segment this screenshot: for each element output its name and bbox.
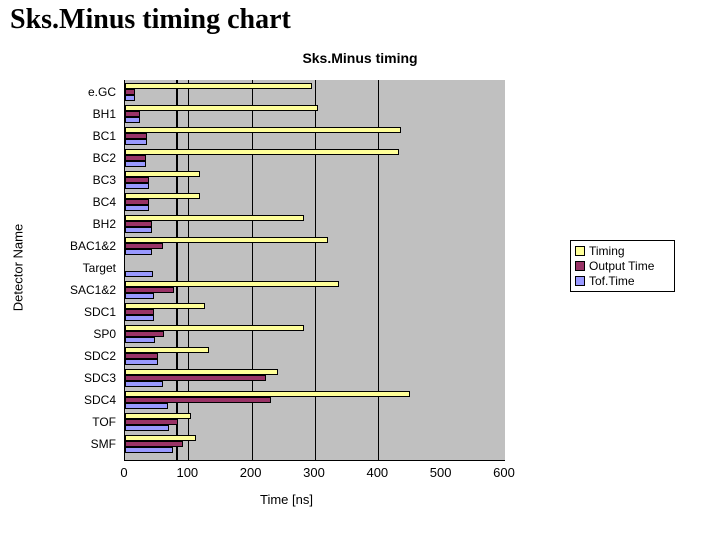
legend-label: Output Time <box>589 259 654 273</box>
x-axis-label: Time [ns] <box>260 492 313 507</box>
bar-tof <box>125 117 140 123</box>
legend-label: Tof.Time <box>589 274 635 288</box>
category-label: SDC1 <box>0 305 116 319</box>
gridline <box>252 80 253 460</box>
gridline <box>188 80 189 460</box>
category-label: SP0 <box>0 327 116 341</box>
bar-timing <box>125 127 401 133</box>
bar-tof <box>125 381 163 387</box>
category-label: BC1 <box>0 129 116 143</box>
legend-swatch <box>575 246 585 256</box>
legend-swatch <box>575 261 585 271</box>
legend-item: Output Time <box>575 259 670 273</box>
bar-tof <box>125 183 149 189</box>
bar-tof <box>125 271 153 277</box>
chart-legend: TimingOutput TimeTof.Time <box>570 240 675 292</box>
legend-item: Timing <box>575 244 670 258</box>
legend-swatch <box>575 276 585 286</box>
category-label: SDC2 <box>0 349 116 363</box>
category-label: e.GC <box>0 85 116 99</box>
bar-tof <box>125 337 155 343</box>
category-label: BH1 <box>0 107 116 121</box>
bar-tof <box>125 425 169 431</box>
reference-line <box>176 80 178 460</box>
bar-tof <box>125 227 152 233</box>
bar-timing <box>125 149 399 155</box>
gridline <box>378 80 379 460</box>
bar-timing <box>125 83 312 89</box>
x-tick-label: 400 <box>366 465 388 480</box>
x-tick-label: 200 <box>240 465 262 480</box>
legend-label: Timing <box>589 244 625 258</box>
category-label: BC3 <box>0 173 116 187</box>
category-label: BAC1&2 <box>0 239 116 253</box>
category-label: TOF <box>0 415 116 429</box>
x-tick-label: 500 <box>430 465 452 480</box>
category-label: SAC1&2 <box>0 283 116 297</box>
bar-tof <box>125 205 149 211</box>
page-title: Sks.Minus timing chart <box>10 4 291 36</box>
category-label: BC4 <box>0 195 116 209</box>
category-label: SMF <box>0 437 116 451</box>
bar-tof <box>125 249 152 255</box>
bar-tof <box>125 403 168 409</box>
category-label: BC2 <box>0 151 116 165</box>
bar-tof <box>125 447 173 453</box>
bar-tof <box>125 161 146 167</box>
x-tick-label: 300 <box>303 465 325 480</box>
legend-item: Tof.Time <box>575 274 670 288</box>
x-tick-label: 100 <box>176 465 198 480</box>
bar-tof <box>125 95 135 101</box>
bar-tof <box>125 293 154 299</box>
chart-plot-area <box>124 80 505 461</box>
category-label: Target <box>0 261 116 275</box>
chart-title: Sks.Minus timing <box>0 50 720 66</box>
bar-timing <box>125 215 304 221</box>
category-label: BH2 <box>0 217 116 231</box>
gridline <box>315 80 316 460</box>
bar-tof <box>125 315 154 321</box>
category-label: SDC4 <box>0 393 116 407</box>
category-label: SDC3 <box>0 371 116 385</box>
bar-timing <box>125 105 318 111</box>
bar-tof <box>125 359 158 365</box>
x-tick-label: 0 <box>120 465 127 480</box>
x-tick-label: 600 <box>493 465 515 480</box>
bar-tof <box>125 139 147 145</box>
